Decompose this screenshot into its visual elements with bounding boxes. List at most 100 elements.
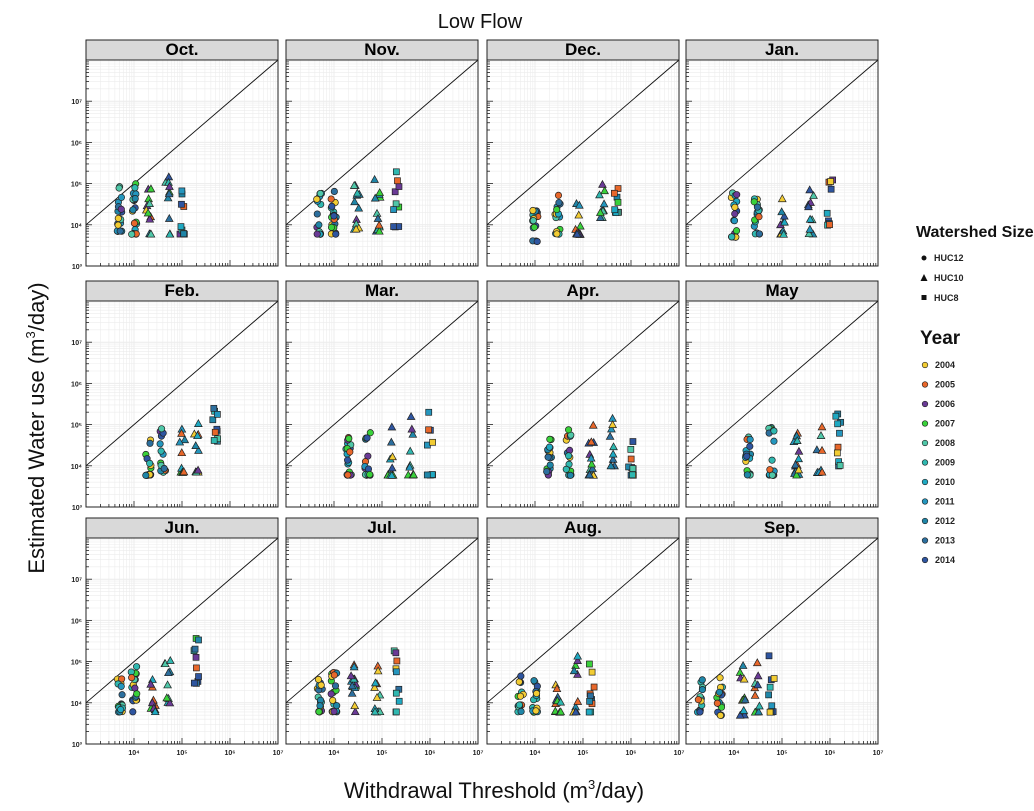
legend-year-label: 2013	[935, 536, 955, 546]
data-point-circle	[515, 701, 523, 709]
x-tick-label: 10⁴	[728, 750, 740, 757]
x-tick-label: 10⁷	[473, 750, 484, 757]
data-point-square	[610, 189, 618, 197]
legend-year-swatch	[921, 439, 929, 447]
legend-circle-icon	[921, 255, 927, 261]
legend-triangle-icon	[920, 274, 928, 281]
data-point-triangle	[163, 680, 172, 689]
data-point-square	[180, 230, 188, 238]
data-point-circle	[156, 440, 164, 448]
data-point-square	[392, 649, 400, 657]
data-point-triangle	[145, 214, 155, 223]
legend-shape-label: HUC8	[934, 293, 959, 303]
data-point-square	[178, 200, 185, 208]
data-point-circle	[553, 206, 561, 214]
data-point-square	[768, 702, 776, 710]
data-point-circle	[366, 429, 374, 437]
facet-panels: Oct. 10³ 10⁴ 10⁵ 10⁶ 10⁷ Nov. Dec. Jan. Feb. 10³ 10…	[71, 39, 883, 757]
legend-year-swatch	[921, 556, 929, 564]
data-point-triangle	[147, 698, 157, 707]
legend-year-swatch	[921, 517, 929, 525]
data-point-triangle	[349, 180, 359, 189]
data-point-square	[210, 405, 218, 412]
data-point-triangle	[779, 229, 789, 238]
points	[727, 176, 836, 241]
data-point-triangle	[608, 449, 618, 458]
data-point-square	[585, 708, 593, 716]
data-point-triangle	[407, 424, 417, 433]
data-point-square	[391, 188, 399, 196]
data-point-square	[766, 708, 774, 716]
data-point-triangle	[817, 445, 827, 454]
data-point-triangle	[164, 668, 173, 677]
data-point-triangle	[805, 185, 815, 194]
facet-strip-label: Apr.	[566, 281, 599, 300]
data-point-triangle	[179, 467, 189, 476]
x-tick-label: 10⁵	[376, 750, 387, 757]
data-point-circle	[515, 678, 523, 686]
data-point-circle	[530, 677, 538, 685]
data-point-square	[627, 446, 635, 453]
facet-panel-mar: Mar.	[285, 280, 479, 508]
data-point-square	[766, 683, 774, 691]
legend-year-label: 2004	[935, 360, 955, 370]
data-point-triangle	[585, 470, 594, 479]
points	[742, 410, 844, 479]
points	[313, 647, 403, 716]
legend-year-swatch	[921, 381, 929, 388]
data-point-triangle	[588, 464, 597, 472]
data-point-triangle	[792, 470, 801, 479]
data-point-circle	[327, 690, 335, 698]
data-point-triangle	[177, 448, 187, 457]
data-point-triangle	[600, 186, 610, 195]
y-tick-label: 10³	[72, 505, 83, 512]
data-point-circle	[118, 691, 126, 699]
data-point-triangle	[739, 705, 749, 714]
points	[694, 652, 778, 719]
data-point-circle	[716, 711, 724, 719]
data-point-triangle	[573, 656, 583, 664]
data-point-square	[765, 691, 772, 699]
data-point-circle	[366, 470, 374, 479]
legend-year-label: 2010	[935, 477, 955, 487]
data-point-triangle	[351, 224, 361, 233]
data-point-triangle	[572, 229, 582, 238]
facet-strip-label: Jul.	[367, 518, 396, 537]
legend-shape-label: HUC10	[934, 273, 964, 283]
legend-year-label: 2006	[935, 399, 955, 409]
data-point-square	[429, 438, 436, 446]
data-point-square	[614, 198, 622, 206]
reference-line	[285, 300, 479, 467]
data-point-triangle	[571, 660, 580, 669]
data-point-triangle	[346, 671, 356, 680]
facet-strip-label: May	[765, 281, 799, 300]
data-point-triangle	[386, 437, 396, 446]
reference-line	[486, 300, 680, 467]
data-point-circle	[363, 434, 371, 442]
data-point-triangle	[371, 678, 380, 687]
data-point-circle	[333, 702, 341, 710]
data-point-square	[425, 426, 432, 434]
data-point-square	[190, 679, 198, 687]
data-point-triangle	[809, 190, 818, 199]
data-point-circle	[327, 195, 335, 203]
data-point-square	[823, 209, 831, 217]
data-point-circle	[118, 675, 126, 683]
legend-year-swatch	[921, 400, 929, 408]
data-point-triangle	[405, 462, 415, 471]
data-point-triangle	[145, 199, 154, 207]
data-point-circle	[565, 452, 573, 460]
data-point-square	[392, 708, 400, 716]
data-point-triangle	[794, 465, 804, 474]
points	[342, 408, 436, 479]
data-point-circle	[555, 199, 563, 207]
facet-panel-may: May	[685, 280, 879, 508]
data-point-square	[827, 178, 834, 185]
data-point-circle	[331, 682, 340, 690]
x-tick-label: 10⁶	[424, 750, 435, 757]
facet-strip-label: Oct.	[165, 40, 198, 59]
data-point-square	[214, 411, 221, 418]
data-point-triangle	[370, 174, 379, 183]
data-point-square	[392, 200, 400, 208]
data-point-square	[629, 438, 637, 445]
